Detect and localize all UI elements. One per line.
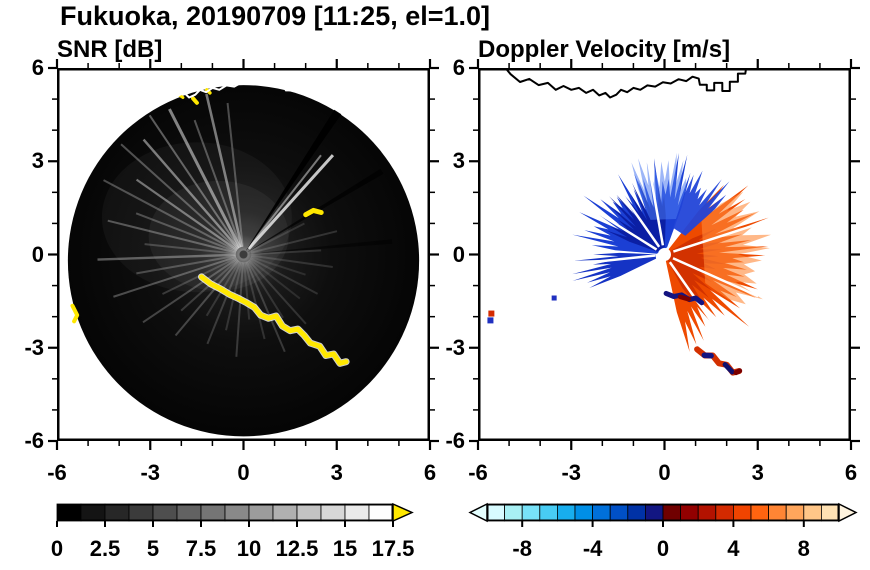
vel-y-tick-label: -3	[445, 334, 465, 360]
snr-cbar-label: 5	[146, 536, 160, 561]
velocity-speck	[551, 295, 557, 301]
snr-y-tick-label: 0	[31, 241, 44, 267]
vel-x-tick-label: -6	[468, 460, 488, 485]
snr-scan-disk	[67, 85, 420, 437]
velocity-cbar-label: 4	[727, 536, 740, 561]
vel-y-tick-label: 0	[452, 241, 465, 267]
velocity-cbar-label: -8	[512, 536, 532, 561]
snr-cbar-label: 17.5	[371, 536, 415, 561]
snr-x-tick-label: 0	[237, 460, 250, 485]
snr-cbar-label: 2.5	[89, 536, 121, 561]
snr-over-range-arrow	[392, 502, 414, 523]
snr-x-tick-label: -6	[47, 460, 67, 485]
radar-site-dot	[238, 249, 249, 260]
vel-x-tick-label: 6	[844, 460, 858, 485]
velocity-outlier-arcs	[663, 290, 743, 376]
snr-ppi-canvas	[48, 59, 439, 450]
snr-x-tick-label: 6	[423, 460, 437, 485]
snr-y-tick-label: -3	[24, 334, 44, 360]
radar-center-hole	[658, 248, 671, 261]
snr-x-tick-label: -3	[140, 460, 161, 485]
velocity-under-range-arrow	[468, 502, 488, 523]
snr-y-tick-label: -6	[24, 428, 44, 453]
axis-frame-and-ticks	[469, 59, 860, 450]
velocity-panel-title: Doppler Velocity [m/s]	[478, 36, 731, 63]
velocity-echo-fans	[572, 152, 771, 352]
snr-haze	[148, 180, 289, 291]
axis-frame-and-ticks	[48, 59, 439, 450]
vel-y-tick-label: 3	[452, 148, 465, 174]
missing-beam-gaps	[565, 150, 778, 327]
vel-y-tick-label: -6	[445, 428, 465, 453]
velocity-cbar-label: 0	[656, 536, 670, 561]
coastline	[83, 68, 327, 99]
snr-x-tick-label: 3	[330, 460, 343, 485]
snr-cbar-label: 0	[50, 536, 64, 561]
velocity-ppi-canvas	[469, 59, 860, 450]
vel-x-tick-label: -3	[561, 460, 582, 485]
snr-cbar-label: 12.5	[275, 536, 319, 561]
velocity-colorbar	[468, 502, 858, 527]
plot-content	[67, 68, 420, 437]
velocity-cbar-label: 8	[797, 536, 810, 561]
snr-cbar-label: 15	[332, 536, 358, 561]
snr-cbar-label: 7.5	[185, 536, 217, 561]
snr-beam-rays	[97, 93, 338, 357]
snr-y-tick-label: 6	[31, 55, 44, 80]
vel-y-tick-label: 6	[452, 55, 465, 80]
vel-x-tick-label: 0	[658, 460, 671, 485]
snr-panel-title: SNR [dB]	[57, 36, 163, 63]
velocity-speck	[487, 317, 494, 324]
snr-y-tick-label: 3	[31, 148, 44, 174]
snr-cbar-label: 10	[236, 536, 262, 561]
vel-x-tick-label: 3	[751, 460, 764, 485]
velocity-over-range-arrow	[838, 502, 858, 523]
velocity-speck	[488, 310, 495, 317]
coastline	[504, 68, 748, 99]
plot-content	[487, 68, 778, 376]
snr-colorbar	[56, 502, 414, 527]
velocity-cbar-label: -4	[582, 536, 603, 561]
figure-title: Fukuoka, 20190709 [11:25, el=1.0]	[60, 1, 491, 31]
